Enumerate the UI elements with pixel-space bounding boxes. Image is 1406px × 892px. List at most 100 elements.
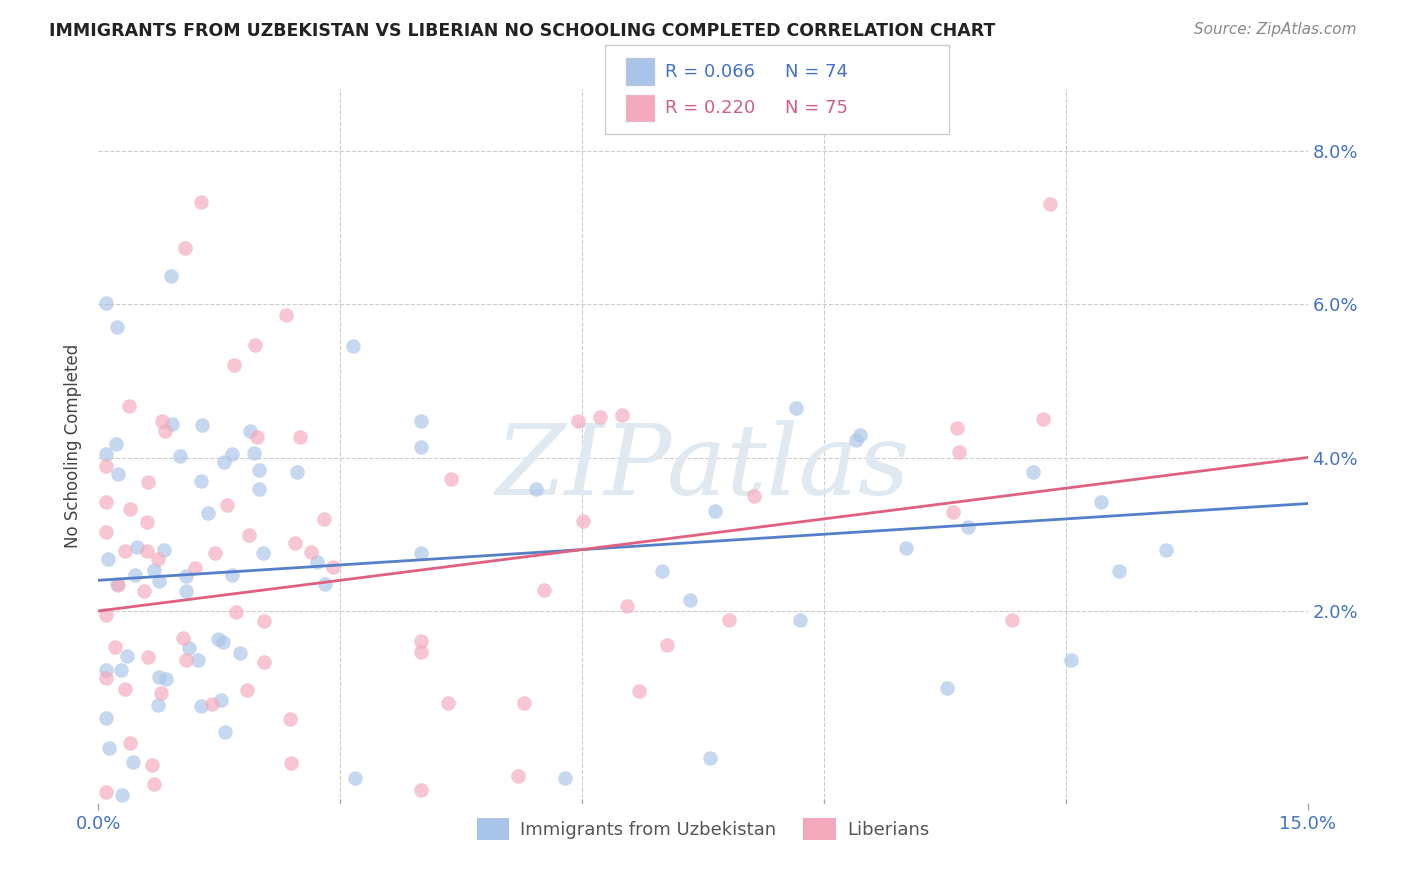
Point — [238, 528, 260, 542]
Text: R = 0.066: R = 0.066 — [665, 62, 755, 80]
Point — [280, 756, 302, 770]
Point — [243, 446, 266, 460]
Point — [169, 449, 191, 463]
Point — [305, 555, 328, 569]
Point — [849, 428, 872, 442]
Point — [121, 755, 143, 769]
Point — [215, 498, 238, 512]
Point — [1001, 613, 1024, 627]
Point — [136, 475, 159, 490]
Point — [190, 474, 212, 488]
Point — [252, 547, 274, 561]
Point — [1108, 564, 1130, 578]
Point — [174, 241, 197, 255]
Point — [187, 653, 209, 667]
Point — [174, 583, 197, 598]
Point — [190, 418, 212, 433]
Point — [845, 433, 868, 447]
Point — [1039, 197, 1062, 211]
Point — [96, 607, 118, 622]
Text: Source: ZipAtlas.com: Source: ZipAtlas.com — [1194, 22, 1357, 37]
Point — [1090, 495, 1112, 509]
Point — [107, 578, 129, 592]
Point — [105, 436, 128, 450]
Point — [239, 424, 262, 438]
Point — [209, 692, 232, 706]
Point — [344, 771, 367, 785]
Point — [107, 467, 129, 482]
Point — [96, 459, 118, 474]
Point — [105, 320, 128, 334]
Point — [284, 536, 307, 550]
Point — [610, 409, 633, 423]
Point — [190, 698, 212, 713]
Point — [117, 649, 139, 664]
Point — [214, 725, 236, 739]
Point — [134, 584, 156, 599]
Point — [153, 819, 176, 833]
Point — [1032, 411, 1054, 425]
Point — [96, 495, 118, 509]
Point — [152, 819, 174, 833]
Point — [136, 515, 159, 529]
Point — [789, 613, 811, 627]
Point — [104, 819, 127, 833]
Point — [936, 681, 959, 695]
Point — [159, 268, 181, 283]
Point — [190, 194, 212, 209]
Point — [506, 769, 529, 783]
Point — [96, 671, 118, 685]
Point — [150, 414, 173, 428]
Point — [512, 696, 534, 710]
Point — [278, 712, 301, 726]
Point — [141, 757, 163, 772]
Point — [247, 463, 270, 477]
Point — [243, 338, 266, 352]
Point — [314, 577, 336, 591]
Text: R = 0.220: R = 0.220 — [665, 99, 755, 117]
Point — [146, 698, 169, 712]
Point — [699, 751, 721, 765]
Point — [229, 646, 252, 660]
Point — [533, 582, 555, 597]
Text: IMMIGRANTS FROM UZBEKISTAN VS LIBERIAN NO SCHOOLING COMPLETED CORRELATION CHART: IMMIGRANTS FROM UZBEKISTAN VS LIBERIAN N… — [49, 22, 995, 40]
Point — [207, 632, 229, 647]
Point — [174, 569, 197, 583]
Point — [785, 401, 807, 415]
Point — [98, 740, 121, 755]
Point — [655, 638, 678, 652]
Point — [117, 399, 139, 413]
Point — [120, 502, 142, 516]
Point — [956, 520, 979, 534]
Point — [211, 635, 233, 649]
Point — [703, 504, 725, 518]
Point — [409, 415, 432, 429]
Text: N = 75: N = 75 — [785, 99, 848, 117]
Point — [125, 540, 148, 554]
Point — [440, 472, 463, 486]
Point — [572, 515, 595, 529]
Point — [136, 544, 159, 558]
Point — [222, 358, 245, 372]
Point — [221, 568, 243, 582]
Point — [201, 697, 224, 711]
Text: N = 74: N = 74 — [785, 62, 848, 80]
Point — [402, 819, 425, 833]
Point — [524, 483, 547, 497]
Point — [225, 605, 247, 619]
Point — [110, 663, 132, 677]
Point — [942, 505, 965, 519]
Text: ZIPatlas: ZIPatlas — [496, 420, 910, 515]
Point — [150, 686, 173, 700]
Point — [287, 466, 309, 480]
Point — [143, 563, 166, 577]
Point — [896, 541, 918, 556]
Point — [567, 414, 589, 428]
Point — [409, 440, 432, 454]
Point — [628, 684, 651, 698]
Point — [124, 567, 146, 582]
Point — [114, 544, 136, 558]
Point — [342, 339, 364, 353]
Point — [299, 545, 322, 559]
Point — [153, 543, 176, 558]
